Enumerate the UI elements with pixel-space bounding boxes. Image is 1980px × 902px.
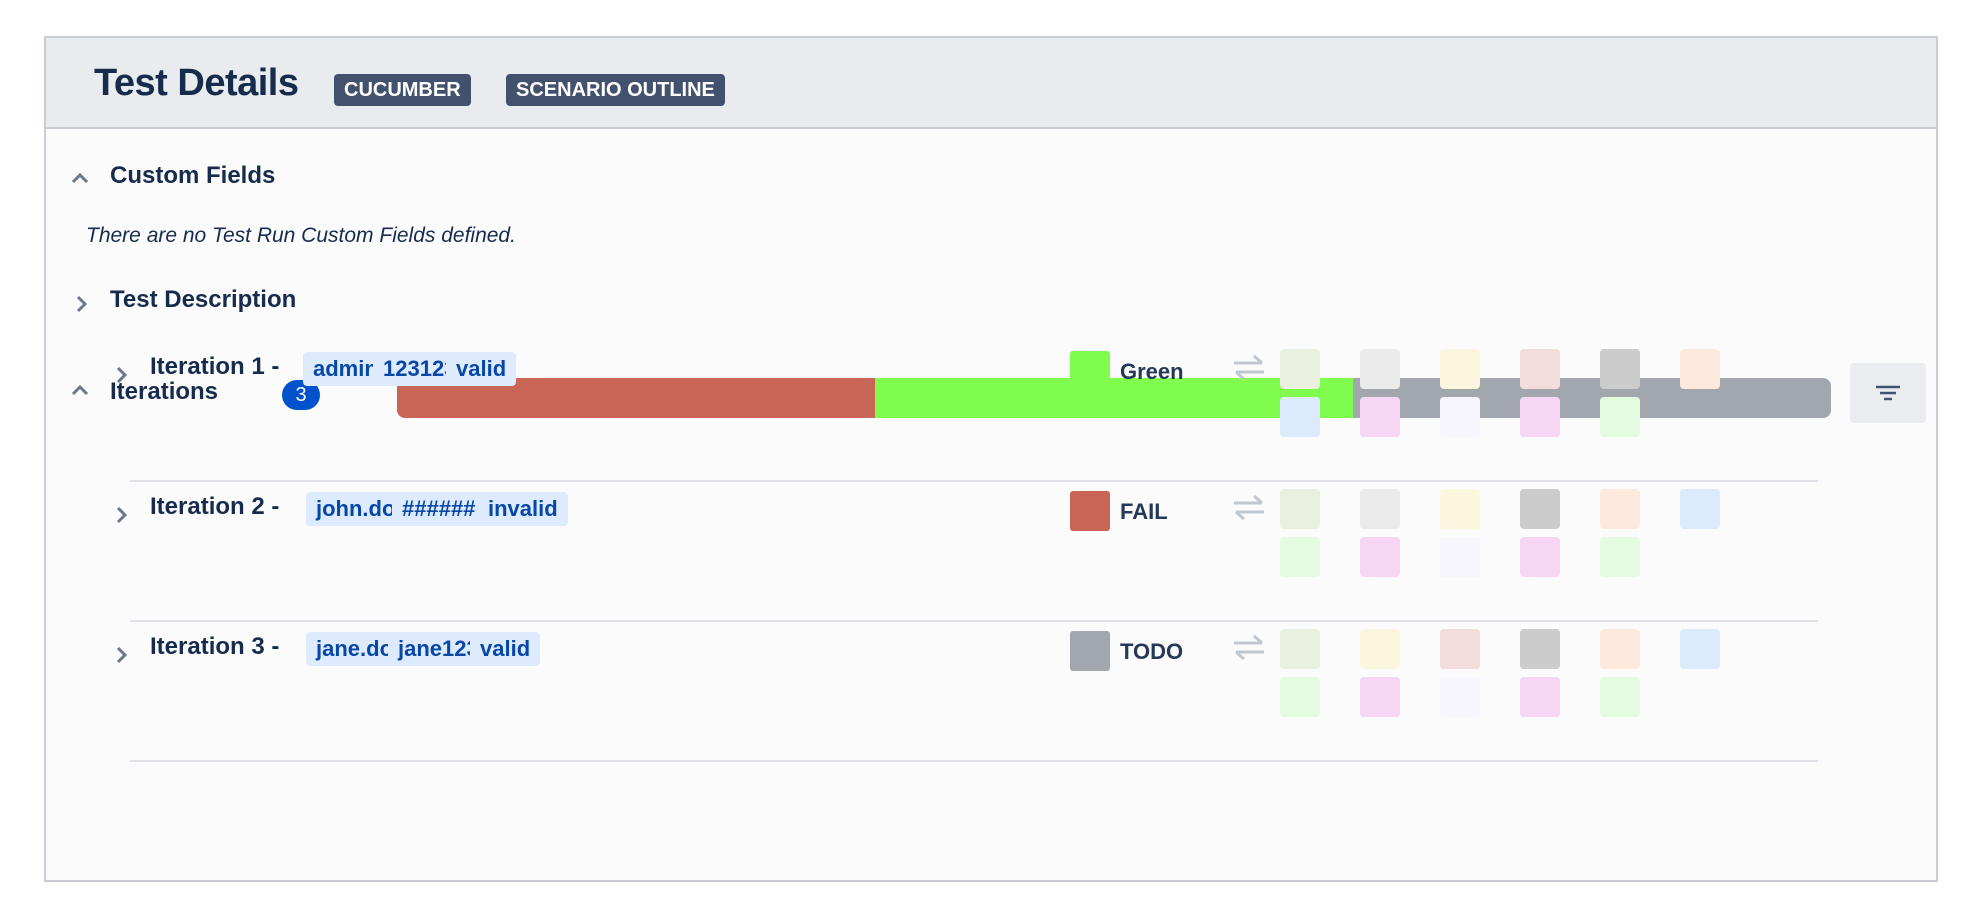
step-status-square[interactable] [1520, 537, 1560, 577]
chevron-right-icon[interactable] [72, 294, 92, 314]
chevron-right-icon[interactable] [112, 365, 132, 385]
step-status-square[interactable] [1520, 489, 1560, 529]
iteration-row: Iteration 3 - jane.doe jane123 valid TODO [46, 623, 1846, 762]
step-status-square[interactable] [1360, 489, 1400, 529]
step-status-square[interactable] [1440, 349, 1480, 389]
swap-arrows-icon[interactable] [1230, 353, 1268, 381]
progress-segment-todo [1352, 378, 1831, 418]
step-status-square[interactable] [1520, 349, 1560, 389]
chevron-up-icon[interactable] [70, 380, 90, 400]
status-label[interactable]: FAIL [1120, 499, 1168, 524]
status-label[interactable]: TODO [1120, 639, 1184, 664]
scenario-outline-badge: SCENARIO OUTLINE [506, 74, 725, 106]
step-status-square[interactable] [1440, 397, 1480, 437]
row-divider [130, 480, 1818, 482]
step-status-square[interactable] [1680, 629, 1720, 669]
iteration-param-tag: valid [470, 632, 541, 666]
iteration-param-tag: valid [446, 352, 517, 386]
step-status-square[interactable] [1520, 629, 1560, 669]
custom-fields-toggle[interactable]: Custom Fields [110, 162, 276, 189]
step-status-square[interactable] [1280, 677, 1320, 717]
step-status-square[interactable] [1280, 537, 1320, 577]
step-status-square[interactable] [1600, 397, 1640, 437]
iteration-row: Iteration 1 - admin 123123 valid Green [46, 343, 1846, 482]
step-status-square[interactable] [1360, 629, 1400, 669]
iterations-progress-bar [397, 378, 1831, 418]
cucumber-badge: CUCUMBER [334, 74, 471, 106]
chevron-up-icon[interactable] [70, 168, 90, 188]
row-divider [130, 760, 1818, 762]
step-status-square[interactable] [1600, 537, 1640, 577]
step-status-square[interactable] [1360, 677, 1400, 717]
step-status-square[interactable] [1680, 489, 1720, 529]
iteration-label[interactable]: Iteration 1 - [150, 353, 280, 380]
test-description-toggle[interactable]: Test Description [110, 286, 297, 313]
status-label[interactable]: Green [1120, 359, 1184, 384]
swap-arrows-icon[interactable] [1230, 633, 1268, 661]
step-status-square[interactable] [1680, 349, 1720, 389]
step-status-square[interactable] [1280, 489, 1320, 529]
test-details-panel: Test Details CUCUMBER SCENARIO OUTLINE C… [44, 36, 1938, 882]
progress-segment-green [874, 378, 1353, 418]
status-color-swatch [1070, 491, 1110, 531]
filter-button[interactable] [1850, 363, 1926, 423]
step-status-square[interactable] [1440, 537, 1480, 577]
step-status-square[interactable] [1280, 629, 1320, 669]
iteration-label[interactable]: Iteration 2 - [150, 493, 280, 520]
iteration-param-tag: ###### [392, 492, 486, 526]
status-color-swatch [1070, 351, 1110, 391]
iteration-label[interactable]: Iteration 3 - [150, 633, 280, 660]
step-status-square[interactable] [1600, 629, 1640, 669]
step-status-square[interactable] [1600, 489, 1640, 529]
step-status-square[interactable] [1280, 349, 1320, 389]
step-status-square[interactable] [1600, 349, 1640, 389]
step-status-square[interactable] [1360, 349, 1400, 389]
step-status-square[interactable] [1600, 677, 1640, 717]
step-status-square[interactable] [1280, 397, 1320, 437]
step-status-square[interactable] [1440, 489, 1480, 529]
step-status-square[interactable] [1360, 537, 1400, 577]
iteration-row: Iteration 2 - john.doe ###### invalid FAIL [46, 483, 1846, 622]
swap-arrows-icon[interactable] [1230, 493, 1268, 521]
iteration-param-tag: invalid [478, 492, 568, 526]
step-status-square[interactable] [1520, 677, 1560, 717]
step-status-square[interactable] [1360, 397, 1400, 437]
filter-icon [1876, 385, 1900, 401]
step-status-square[interactable] [1440, 629, 1480, 669]
page-title: Test Details [94, 62, 299, 104]
status-color-swatch [1070, 631, 1110, 671]
step-status-square[interactable] [1440, 677, 1480, 717]
row-divider [130, 620, 1818, 622]
panel-header: Test Details CUCUMBER SCENARIO OUTLINE [46, 38, 1936, 129]
chevron-right-icon[interactable] [112, 505, 132, 525]
iterations-toggle[interactable]: Iterations [110, 378, 219, 405]
step-status-square[interactable] [1520, 397, 1560, 437]
custom-fields-empty-message: There are no Test Run Custom Fields defi… [86, 224, 516, 247]
chevron-right-icon[interactable] [112, 645, 132, 665]
